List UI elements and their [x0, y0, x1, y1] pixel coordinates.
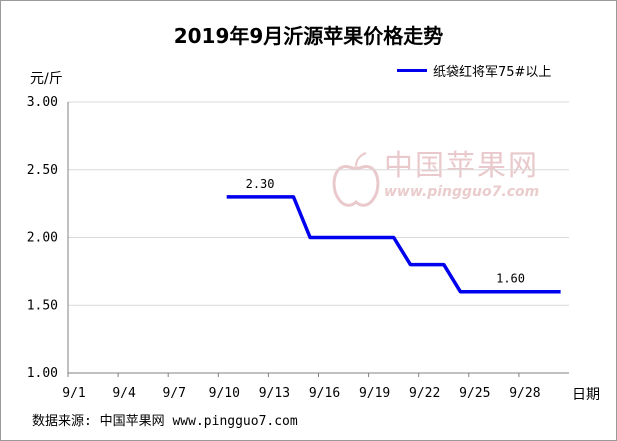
- series-line: [226, 195, 561, 294]
- x-tick-label: 9/19: [359, 386, 390, 401]
- series-group: [226, 195, 561, 294]
- y-tick-label: 2.50: [27, 163, 58, 178]
- chart-title: 2019年9月沂源苹果价格走势: [173, 24, 444, 48]
- x-tick-label: 9/1: [62, 386, 85, 401]
- grid-lines: [68, 101, 569, 306]
- y-axis-label: 元/斤: [30, 71, 63, 87]
- x-tick-label: 9/10: [209, 386, 240, 401]
- y-tick-label: 1.00: [27, 366, 58, 381]
- x-tick-label: 9/22: [409, 386, 440, 401]
- x-tick-label: 9/16: [309, 386, 340, 401]
- source-note: 数据来源: 中国苹果网 www.pingguo7.com: [32, 414, 298, 429]
- x-tick-label: 9/28: [509, 386, 540, 401]
- apple-logo-icon: [332, 152, 380, 207]
- x-tick-label: 9/13: [259, 386, 290, 401]
- watermark-url: www.pingguo7.com: [384, 184, 539, 200]
- watermark: 中国苹果网 www.pingguo7.com: [332, 148, 539, 207]
- data-labels: 2.30 1.60: [246, 177, 525, 286]
- y-tick-label: 1.50: [27, 298, 58, 313]
- data-label: 1.60: [496, 272, 525, 286]
- x-tick-labels: 9/1 9/4 9/7 9/10 9/13 9/16 9/19 9/22 9/25 9/28: [62, 373, 541, 401]
- watermark-text: 中国苹果网: [384, 148, 539, 182]
- x-tick-label: 9/25: [459, 386, 490, 401]
- legend-label: 纸袋红将军75#以上: [433, 65, 552, 80]
- y-tick-labels: 3.00 2.50 2.00 1.50 1.00: [27, 95, 58, 381]
- y-tick-label: 2.00: [27, 231, 58, 246]
- x-tick-label: 9/7: [162, 386, 185, 401]
- x-tick-label: 9/4: [112, 386, 136, 401]
- legend-swatch: [397, 69, 427, 72]
- y-tick-label: 3.00: [27, 95, 58, 110]
- legend: 纸袋红将军75#以上: [397, 61, 551, 80]
- x-axis-label: 日期: [572, 387, 600, 403]
- data-label: 2.30: [246, 177, 275, 191]
